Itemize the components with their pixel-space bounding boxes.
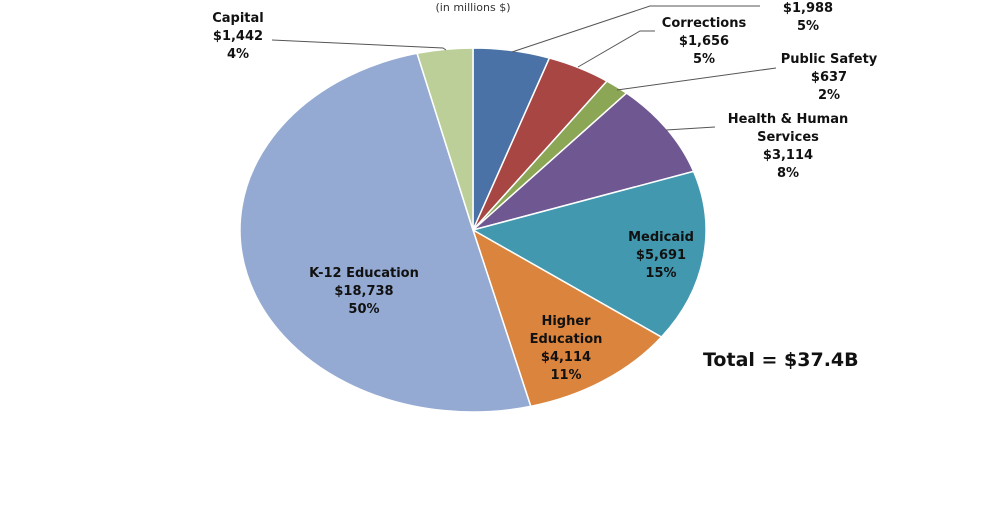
total-label: Total = $37.4B [703,349,859,371]
data-label-medicaid: Medicaid $5,691 15% [628,230,694,281]
pie-slice-health-human-services [472,92,695,231]
leader-line-top [511,5,760,53]
data-label-higher-education: Higher Education $4,114 11% [529,314,603,383]
data-label-public-safety: Public Safety $637 2% [780,52,878,103]
chart-subtitle: (in millions $) [435,1,511,14]
data-label-top: $1,988 5% [782,1,834,34]
data-label-k12: K-12 Education $18,738 50% [309,266,419,317]
leader-line-capital [271,39,447,51]
leader-line-health [665,126,716,131]
leader-line-corrections [577,30,655,68]
data-label-capital: Capital $1,442 4% [212,11,264,62]
data-label-corrections: Corrections $1,656 5% [661,16,747,67]
pie-slice-k-12-education [239,52,532,413]
data-label-health: Health & Human Services $3,114 8% [727,112,849,181]
pie-slice-medicaid [471,170,707,338]
pie-slice-higher-education [471,228,663,408]
leader-line-public-safety [616,67,777,91]
